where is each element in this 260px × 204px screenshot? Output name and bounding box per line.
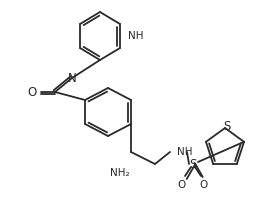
Text: NH: NH: [177, 147, 192, 157]
Text: O: O: [200, 180, 208, 190]
Text: NH₂: NH₂: [110, 168, 130, 178]
Text: O: O: [178, 180, 186, 190]
Text: S: S: [223, 120, 231, 133]
Text: N: N: [68, 71, 76, 84]
Text: NH: NH: [128, 31, 144, 41]
Text: S: S: [189, 157, 197, 171]
Text: O: O: [28, 85, 37, 99]
